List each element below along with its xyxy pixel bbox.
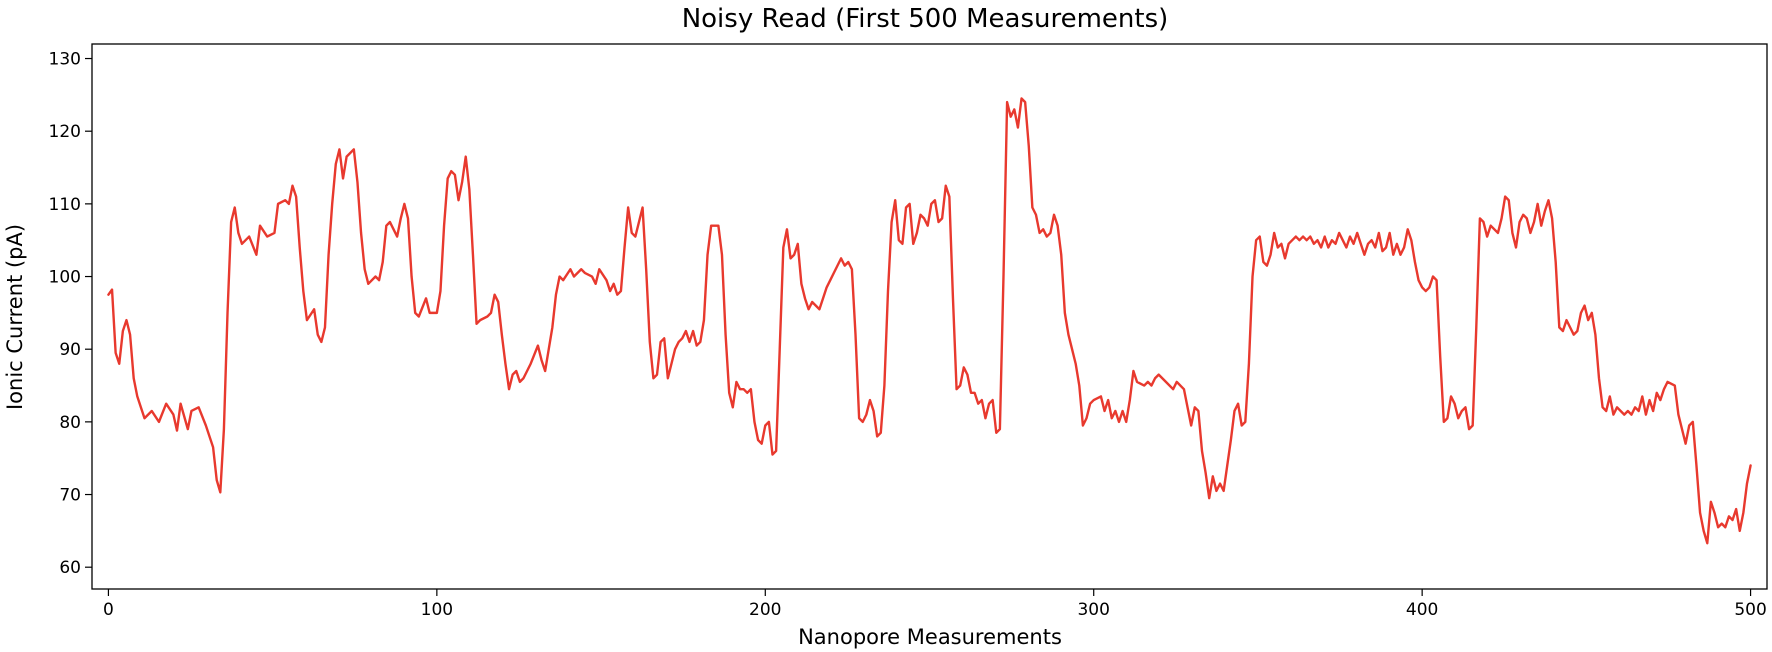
x-tick-label: 500 xyxy=(1734,600,1766,620)
y-tick-label: 110 xyxy=(49,195,81,215)
y-tick-label: 120 xyxy=(49,122,81,142)
y-axis: 60 70 80 90 100 110 120 130 xyxy=(49,50,92,578)
x-tick-label: 0 xyxy=(103,600,114,620)
y-tick-label: 100 xyxy=(49,268,81,288)
plot-frame xyxy=(91,43,1768,590)
plot-area xyxy=(107,97,1752,545)
y-tick-label: 90 xyxy=(59,340,81,360)
x-axis-label: Nanopore Measurements xyxy=(798,625,1062,649)
x-axis: 0 100 200 300 400 500 xyxy=(103,589,1767,620)
x-tick-label: 400 xyxy=(1406,600,1438,620)
y-axis-label: Ionic Current (pA) xyxy=(3,224,27,410)
series-line xyxy=(107,97,1752,545)
y-tick-label: 60 xyxy=(59,558,81,578)
x-tick-label: 200 xyxy=(749,600,781,620)
x-tick-label: 300 xyxy=(1077,600,1109,620)
y-tick-label: 130 xyxy=(49,50,81,70)
y-tick-label: 70 xyxy=(59,486,81,506)
chart-title: Noisy Read (First 500 Measurements) xyxy=(682,4,1169,34)
y-tick-label: 80 xyxy=(59,413,81,433)
x-tick-label: 100 xyxy=(421,600,453,620)
